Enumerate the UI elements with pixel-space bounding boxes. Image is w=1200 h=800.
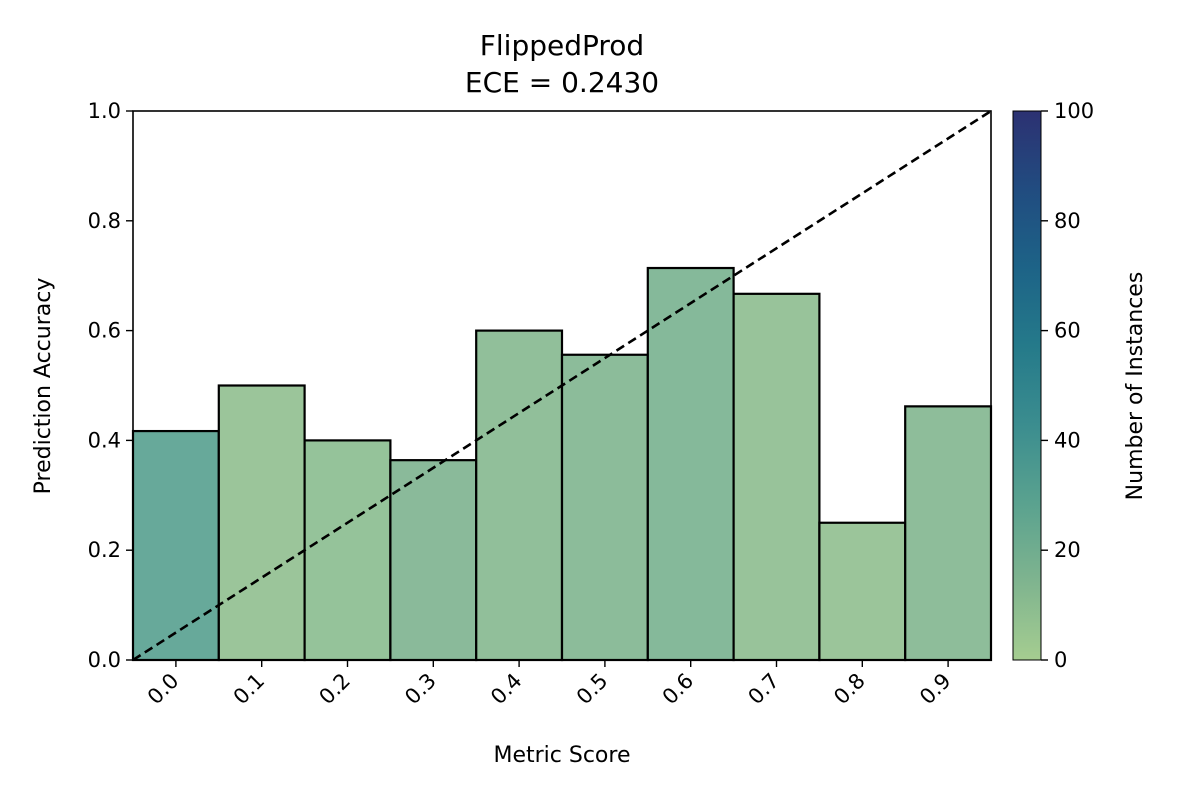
bar-0.8 <box>818 521 907 662</box>
bar-0.1 <box>217 384 306 662</box>
x-axis-label: Metric Score <box>493 743 630 768</box>
x-tick-label: 0.1 <box>229 669 270 710</box>
y-tick-label: 0.8 <box>88 209 121 233</box>
y-tick-label: 0.4 <box>88 428 121 452</box>
chart-subtitle: ECE = 0.2430 <box>465 66 659 99</box>
colorbar-label: Number of Instances <box>1123 272 1148 501</box>
bar-0.5 <box>560 353 649 662</box>
plot-frame <box>132 110 992 661</box>
perfect-calibration-line <box>132 109 992 662</box>
chart-title: FlippedProd <box>480 29 644 62</box>
bar-0.6 <box>646 266 735 662</box>
x-tick-label: 0.6 <box>658 669 699 710</box>
y-axis-label: Prediction Accuracy <box>31 278 56 495</box>
x-axis: 0.0 0.1 0.2 0.3 0.4 0.5 0.6 0.7 0.8 0.9 <box>143 660 956 709</box>
bar-0.2 <box>303 439 392 662</box>
colorbar-tick-label: 0 <box>1054 648 1067 672</box>
y-axis: 0.0 0.2 0.4 0.6 0.8 1.0 <box>88 99 133 672</box>
y-tick-label: 1.0 <box>88 99 121 123</box>
y-tick-label: 0.2 <box>88 538 121 562</box>
y-tick-label: 0.6 <box>88 319 121 343</box>
bar-0.9 <box>904 405 993 662</box>
bar-0.3 <box>389 459 478 662</box>
colorbar-ticks: 0 20 40 60 80 100 <box>1041 99 1094 672</box>
y-tick-label: 0.0 <box>88 648 121 672</box>
bar-0.0 <box>131 429 220 662</box>
x-tick-label: 0.4 <box>486 669 527 710</box>
reference-line-layer <box>132 109 992 662</box>
x-tick-label: 0.9 <box>915 669 956 710</box>
x-tick-label: 0.7 <box>743 669 784 710</box>
colorbar-tick-label: 80 <box>1054 209 1081 233</box>
bar-0.4 <box>475 329 564 662</box>
colorbar-tick-label: 40 <box>1054 428 1081 452</box>
x-tick-label: 0.5 <box>572 669 613 710</box>
x-tick-label: 0.0 <box>143 669 184 710</box>
x-tick-label: 0.2 <box>314 669 355 710</box>
colorbar-tick-label: 100 <box>1054 99 1094 123</box>
bar-0.7 <box>732 292 821 662</box>
colorbar-tick-label: 20 <box>1054 538 1081 562</box>
bars-layer <box>131 266 993 662</box>
colorbar <box>1012 110 1042 661</box>
x-tick-label: 0.3 <box>400 669 441 710</box>
x-tick-label: 0.8 <box>829 669 870 710</box>
colorbar-tick-label: 60 <box>1054 319 1081 343</box>
